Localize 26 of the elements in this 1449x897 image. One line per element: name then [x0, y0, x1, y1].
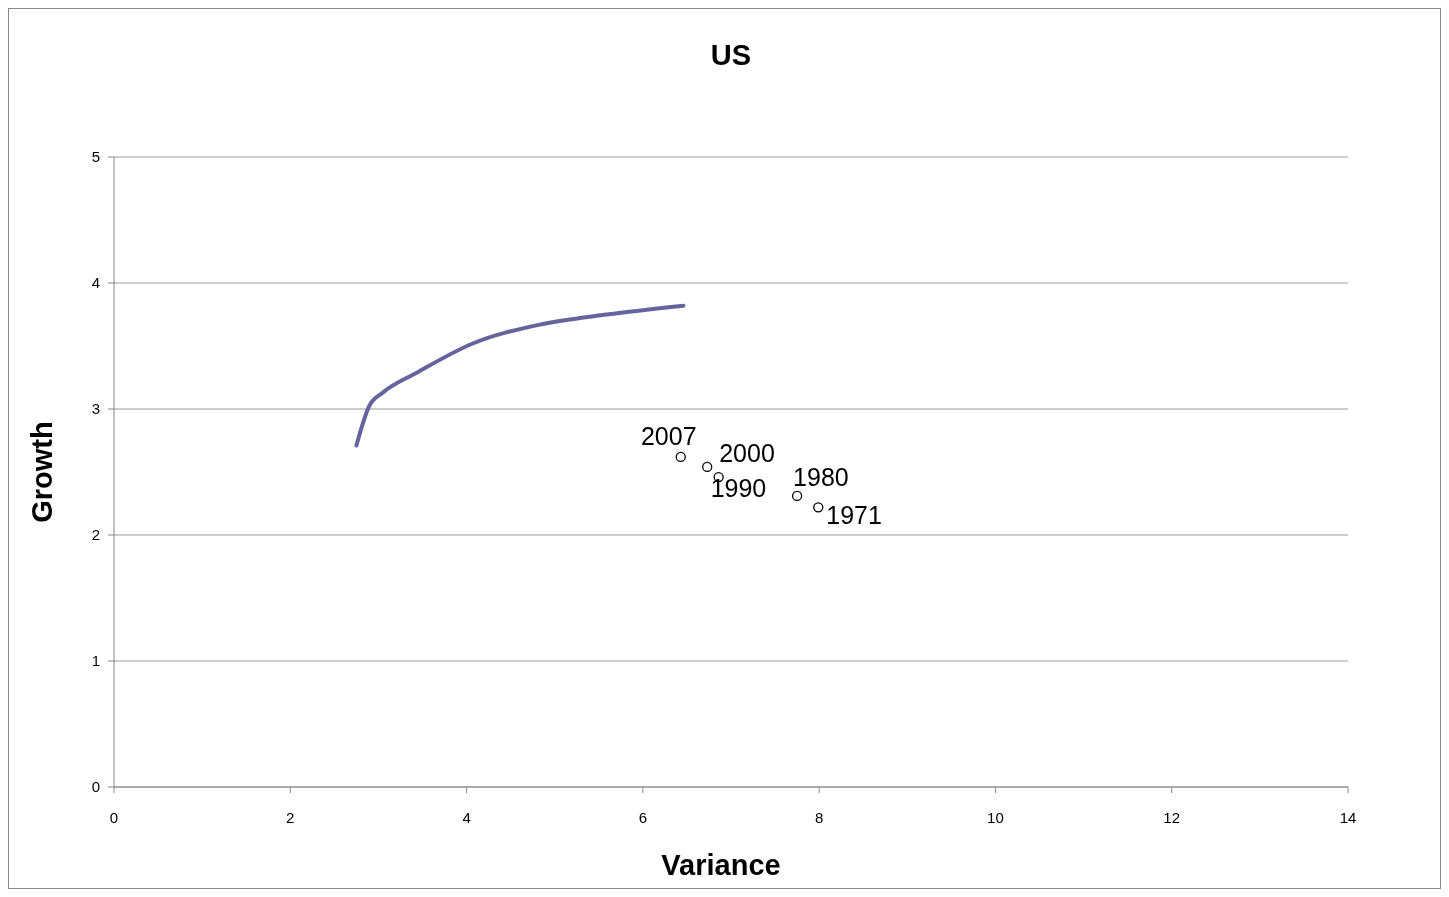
annotation: 2000 [719, 438, 775, 467]
y-tick-label: 3 [91, 400, 100, 418]
y-tick-label: 1 [91, 652, 100, 670]
chart-title: US [710, 39, 752, 71]
x-tick-label: 8 [814, 809, 824, 826]
point [791, 490, 803, 502]
x-axis-title: Variance [661, 849, 781, 881]
x-tick-label: 6 [638, 809, 648, 826]
point [675, 451, 686, 463]
y-axis-title: Growth [26, 421, 58, 523]
y-tick-label: 2 [91, 526, 100, 544]
y-tick-label: 4 [91, 274, 100, 292]
x-tick-label: 10 [987, 809, 1004, 826]
x-tick-label: 4 [462, 809, 471, 826]
x-tick-label: 12 [1163, 809, 1181, 826]
y-tick-label: 0 [91, 778, 100, 796]
point [702, 461, 713, 473]
x-tick-label: 0 [109, 809, 119, 826]
x-tick-label: 14 [1339, 809, 1357, 826]
x-tick-label: 2 [286, 809, 295, 826]
annotation: 1971 [826, 501, 882, 530]
annotation: 1990 [710, 474, 767, 503]
y-tick-label: 5 [91, 148, 100, 166]
point [813, 502, 824, 513]
annotation: 1980 [793, 462, 849, 491]
annotation: 2007 [640, 421, 697, 450]
